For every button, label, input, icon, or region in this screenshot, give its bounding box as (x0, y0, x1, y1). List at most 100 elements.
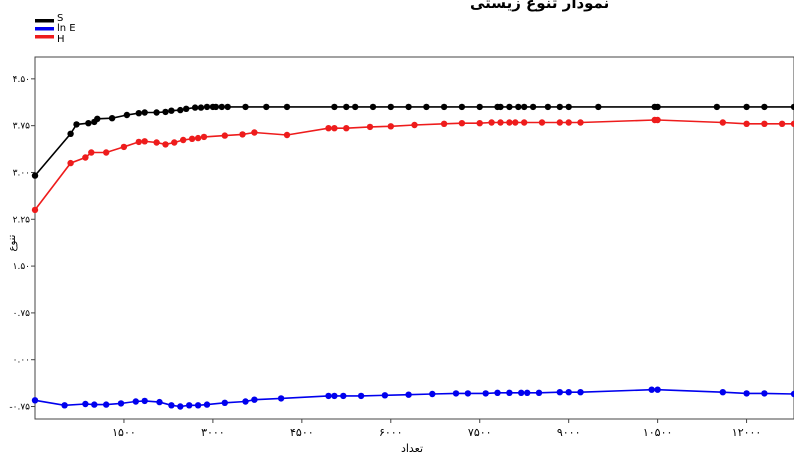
data-point (331, 103, 338, 111)
data-point (82, 154, 89, 161)
data-point (242, 103, 249, 111)
data-point (761, 103, 768, 111)
data-point (476, 103, 483, 111)
y-axis-label: تنوع (7, 234, 18, 251)
legend-swatch (35, 27, 54, 31)
data-point (61, 402, 68, 409)
data-point (556, 103, 563, 111)
legend-swatch (35, 19, 54, 23)
data-point (506, 103, 513, 111)
data-point (239, 131, 246, 138)
data-point (177, 106, 184, 114)
data-point (518, 389, 525, 396)
data-point (565, 389, 572, 396)
data-point (218, 103, 225, 111)
series-2 (31, 386, 794, 410)
data-point (357, 392, 365, 400)
data-point (411, 121, 418, 129)
data-point (366, 123, 374, 131)
series-line (34, 119, 794, 211)
y-axis: ۴.۵۰ ۳.۷۵ ۳.۰۰ ۲.۲۵ ۱.۵۰ ۰.۷۵ ۰.۰۰ -۰.۷۵ (9, 75, 35, 413)
data-point (343, 125, 350, 132)
data-point (743, 390, 750, 397)
data-point (577, 389, 584, 396)
data-point (82, 400, 89, 408)
y-tick-label: ۰.۰۰ (13, 356, 30, 366)
data-point (94, 115, 101, 123)
data-point (458, 120, 466, 127)
data-point (31, 397, 39, 404)
data-point (31, 206, 39, 214)
data-point (331, 125, 338, 132)
data-point (790, 120, 794, 127)
data-point (200, 133, 208, 141)
data-point (458, 103, 466, 111)
data-point (141, 109, 148, 116)
x-axis-label: تعداد (401, 442, 423, 455)
data-point (565, 119, 572, 126)
data-point (494, 389, 501, 396)
data-point (67, 130, 74, 137)
data-point (381, 392, 389, 399)
data-point (141, 138, 148, 145)
data-point (224, 103, 231, 111)
data-point (156, 398, 163, 406)
data-point (538, 119, 546, 126)
data-point (440, 103, 448, 111)
data-point (405, 103, 412, 111)
series-layer (31, 103, 794, 410)
data-point (191, 104, 199, 111)
data-point (283, 103, 291, 111)
data-point (162, 141, 169, 148)
chart-title: نمودار تنوع زیستی (470, 0, 610, 12)
data-point (387, 103, 394, 111)
data-point (648, 386, 655, 393)
data-point (654, 386, 661, 393)
data-point (188, 135, 196, 142)
y-tick-label: ۲.۲۵ (13, 215, 31, 225)
data-point (405, 391, 412, 398)
data-point (141, 397, 148, 405)
data-point (790, 103, 794, 111)
x-tick-label: ۳۰۰۰ (201, 426, 225, 439)
data-point (369, 103, 377, 111)
legend-item: ln E (35, 23, 76, 34)
data-point (325, 125, 332, 132)
y-tick-label: ۱.۵۰ (13, 262, 30, 272)
data-point (387, 123, 394, 130)
data-point (177, 403, 184, 410)
data-point (476, 120, 483, 127)
data-point (778, 120, 786, 128)
x-tick-label: ۴۵۰۰ (290, 426, 314, 439)
data-point (535, 389, 543, 396)
data-point (251, 396, 258, 403)
data-point (91, 401, 98, 408)
data-point (120, 143, 128, 151)
data-point (529, 103, 537, 111)
data-point (521, 103, 528, 111)
series-line (34, 388, 794, 408)
series-1 (31, 116, 794, 214)
y-tick-label: -۰.۷۵ (9, 403, 30, 413)
data-point (515, 103, 522, 111)
data-point (103, 401, 110, 408)
data-point (429, 390, 436, 398)
data-point (135, 138, 142, 146)
data-point (242, 398, 249, 405)
data-point (331, 392, 338, 400)
data-point (183, 105, 190, 113)
data-point (108, 115, 116, 122)
data-point (283, 131, 291, 139)
plot-frame (34, 56, 794, 420)
data-point (506, 389, 513, 396)
data-point (743, 103, 750, 111)
legend-label: ln E (57, 23, 76, 34)
data-point (263, 103, 270, 111)
data-point (713, 103, 721, 111)
data-point (153, 139, 160, 146)
data-point (595, 103, 602, 111)
data-point (524, 389, 531, 396)
data-point (464, 390, 472, 397)
data-point (153, 109, 160, 116)
data-point (73, 121, 80, 128)
